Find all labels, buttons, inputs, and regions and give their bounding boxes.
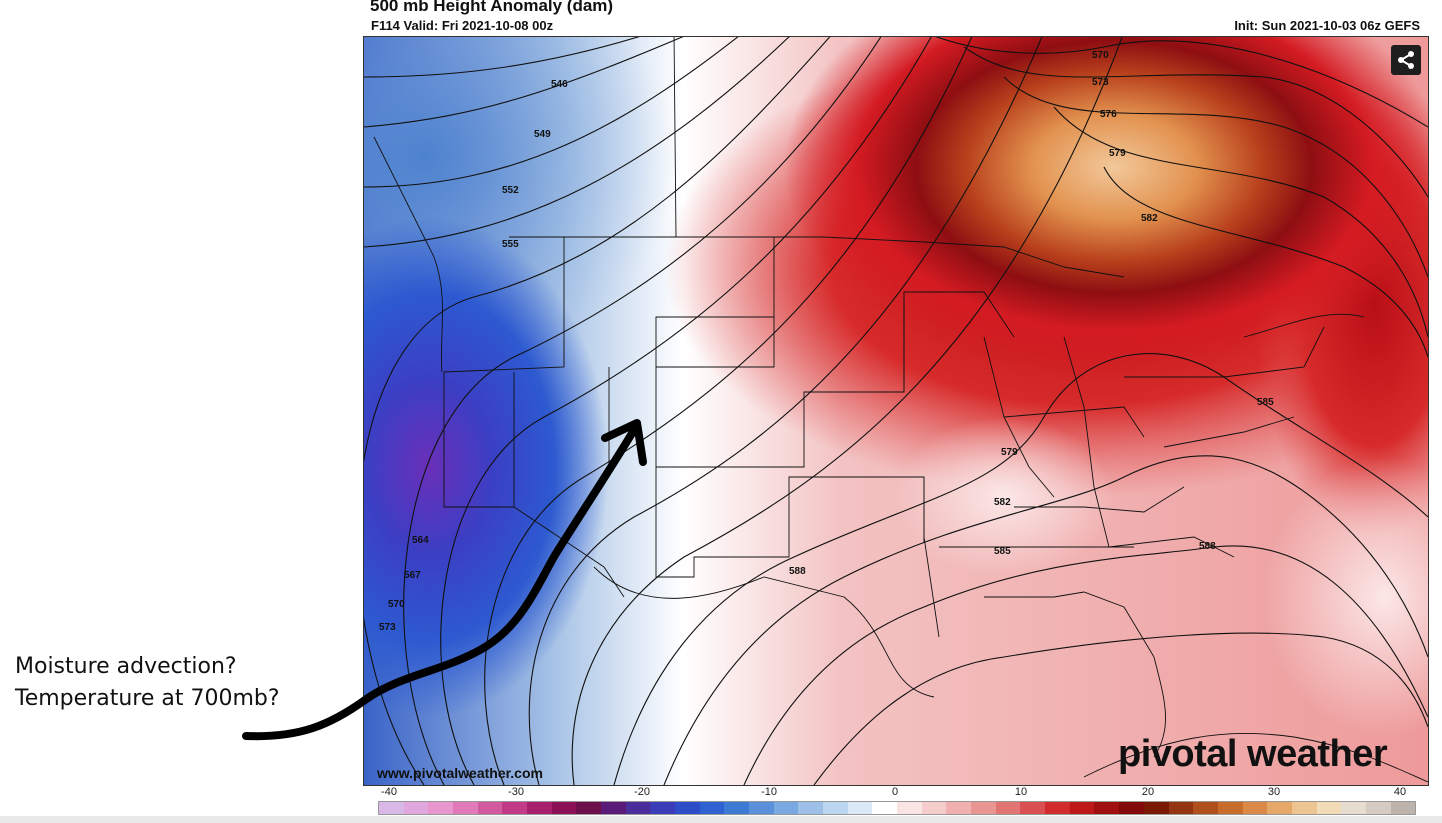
tick-label: -30 <box>508 786 524 798</box>
contour-label: 570 <box>1092 50 1109 61</box>
share-button[interactable] <box>1391 45 1421 75</box>
contour-label: 552 <box>502 185 519 196</box>
contour-label: 549 <box>534 129 551 140</box>
colorbar-ticks: -40 -30 -20 -10 0 10 20 30 40 <box>0 786 1442 800</box>
contour-label: 588 <box>1199 541 1216 552</box>
tick-label: -40 <box>381 786 397 798</box>
brand-logo: pivotal weather <box>1118 733 1388 775</box>
contour-label: 576 <box>1100 109 1117 120</box>
contour-label: 570 <box>388 599 405 610</box>
init-time: Init: Sun 2021-10-03 06z GEFS <box>1234 18 1420 33</box>
tick-label: 0 <box>891 786 899 798</box>
window-footer <box>0 816 1442 823</box>
colorbar <box>378 801 1416 815</box>
contour-label: 579 <box>1001 447 1018 458</box>
tick-label: 40 <box>1393 786 1407 798</box>
annotation-temperature: Temperature at 700mb? <box>15 686 280 711</box>
tick-label: 30 <box>1267 786 1281 798</box>
source-url: www.pivotalweather.com <box>377 765 543 781</box>
contour-label: 585 <box>994 546 1011 557</box>
contour-label: 555 <box>502 239 519 250</box>
tick-label: 10 <box>1014 786 1028 798</box>
contour-label: 588 <box>789 566 806 577</box>
weather-map[interactable]: 546 549 552 555 564 567 570 573 570 573 … <box>363 36 1429 786</box>
contour-label: 582 <box>1141 213 1158 224</box>
tick-label: -10 <box>761 786 777 798</box>
contour-label: 573 <box>379 622 396 633</box>
tick-label: -20 <box>634 786 650 798</box>
map-title: 500 mb Height Anomaly (dam) <box>370 0 614 15</box>
contour-label: 573 <box>1092 77 1109 88</box>
contour-label: 585 <box>1257 397 1274 408</box>
contour-label: 579 <box>1109 148 1126 159</box>
contour-label: 582 <box>994 497 1011 508</box>
share-icon <box>1398 51 1414 69</box>
contour-label: 567 <box>404 570 421 581</box>
contour-label: 546 <box>551 79 568 90</box>
contour-label: 564 <box>412 535 429 546</box>
anomaly-field: 546 549 552 555 564 567 570 573 570 573 … <box>364 37 1428 785</box>
annotation-moisture: Moisture advection? <box>15 654 237 679</box>
tick-label: 20 <box>1141 786 1155 798</box>
valid-time: F114 Valid: Fri 2021-10-08 00z <box>371 18 554 33</box>
